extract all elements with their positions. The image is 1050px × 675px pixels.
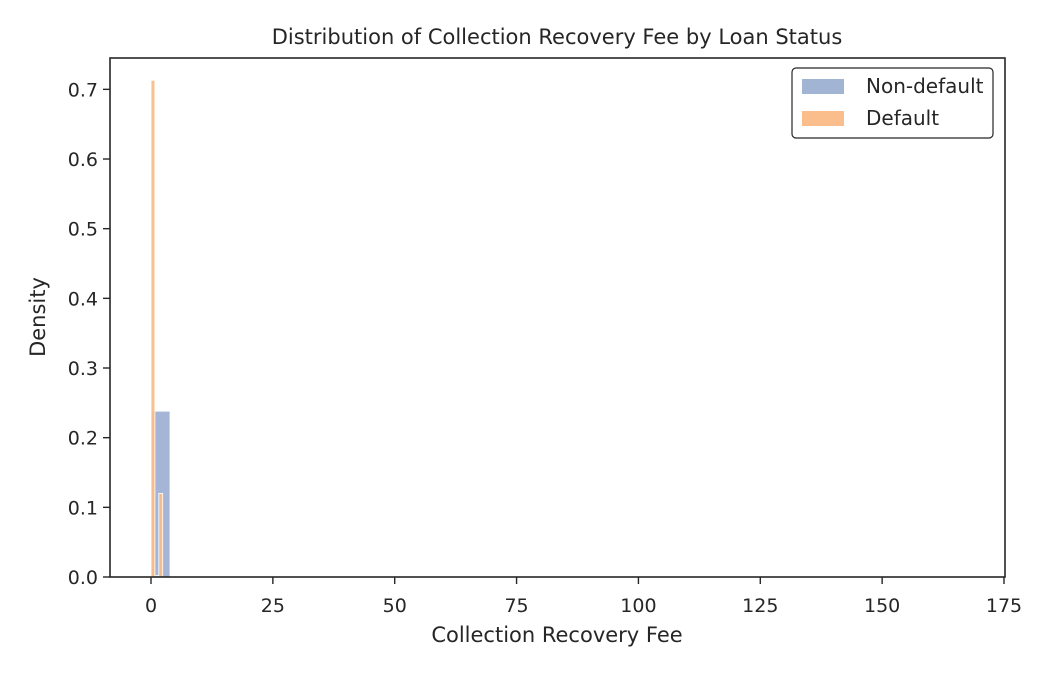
y-axis-label: Density [26,277,50,357]
plot-frame [109,57,1006,578]
chart-title: Distribution of Collection Recovery Fee … [272,25,843,49]
y-tick-label-5: 0.5 [68,219,98,241]
y-tick-label-7: 0.7 [68,79,98,101]
y-tick-label-4: 0.4 [68,288,98,310]
histogram-bar-default-2 [158,493,164,578]
legend-label-default: Default [866,106,939,130]
x-tick-label-0: 0 [145,595,157,617]
x-axis-ticks: 0 25 50 75 100 125 150 175 [145,577,1022,617]
y-tick-label-6: 0.6 [68,149,98,171]
x-tick-label-6: 150 [864,595,900,617]
y-tick-label-1: 0.1 [68,497,98,519]
x-tick-label-4: 100 [620,595,656,617]
legend-swatch-non-default [802,79,844,94]
y-axis-ticks: 0.0 0.1 0.2 0.3 0.4 0.5 0.6 0.7 [68,79,110,589]
x-tick-label-2: 50 [383,595,407,617]
x-tick-label-3: 75 [504,595,528,617]
y-tick-label-3: 0.3 [68,358,98,380]
x-axis-label: Collection Recovery Fee [431,623,682,647]
legend: Non-default Default [791,67,994,139]
x-tick-label-1: 25 [261,595,285,617]
y-tick-label-0: 0.0 [68,567,98,589]
x-tick-label-7: 175 [986,595,1022,617]
y-tick-label-2: 0.2 [68,428,98,450]
histogram-bar-default-0 [150,79,156,578]
x-tick-label-5: 125 [742,595,778,617]
legend-label-non-default: Non-default [866,74,984,98]
legend-swatch-default [802,111,844,126]
bars-layer [150,79,171,578]
